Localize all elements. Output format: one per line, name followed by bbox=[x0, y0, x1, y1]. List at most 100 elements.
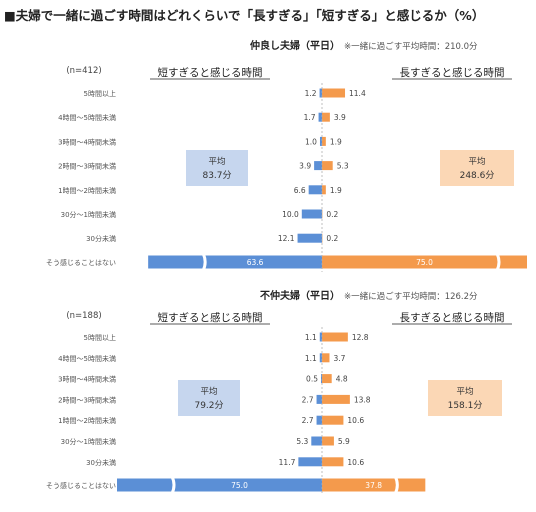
right-average-box bbox=[428, 380, 502, 416]
category-label: 30分～1時間未満 bbox=[61, 437, 116, 446]
chart-subtitle: ※一緒に過ごす平均時間：210.0分 bbox=[344, 41, 478, 52]
short-value-label: 1.7 bbox=[304, 113, 316, 122]
long-value-label: 3.7 bbox=[333, 354, 345, 363]
short-bar bbox=[314, 161, 322, 171]
long-bar bbox=[322, 415, 344, 425]
break-mark bbox=[495, 252, 501, 272]
long-value-label: 37.8 bbox=[365, 481, 382, 490]
long-value-label: 75.0 bbox=[416, 258, 433, 267]
short-bar bbox=[319, 136, 322, 146]
right-average-value: 248.6分 bbox=[460, 170, 495, 181]
main-title: ■夫婦で一緒に過ごす時間はどれくらいで「長すぎる」「短すぎる」と感じるか（%） bbox=[4, 8, 484, 23]
long-value-label: 4.8 bbox=[336, 375, 348, 384]
category-label: 4時間～5時間未満 bbox=[58, 113, 116, 122]
long-bar bbox=[322, 436, 334, 446]
long-bar bbox=[322, 255, 527, 269]
sample-size-label: (n=188) bbox=[66, 311, 101, 321]
long-bar bbox=[322, 161, 333, 171]
category-label: 2時間～3時間未満 bbox=[58, 162, 116, 171]
short-bar bbox=[319, 353, 322, 363]
long-value-label: 11.4 bbox=[349, 89, 366, 98]
short-bar bbox=[297, 233, 322, 243]
short-bar bbox=[148, 255, 322, 269]
short-value-label: 63.6 bbox=[247, 258, 264, 267]
short-value-label: 10.0 bbox=[282, 210, 299, 219]
left-average-label: 平均 bbox=[208, 156, 225, 167]
long-value-label: 0.2 bbox=[326, 210, 338, 219]
long-value-label: 10.6 bbox=[347, 416, 364, 425]
category-label: 5時間以上 bbox=[84, 89, 116, 98]
category-label: 3時間～4時間未満 bbox=[58, 375, 116, 384]
short-value-label: 2.7 bbox=[302, 395, 314, 404]
short-value-label: 1.1 bbox=[305, 333, 317, 342]
short-bar bbox=[316, 394, 322, 404]
category-label: 1時間～2時間未満 bbox=[58, 186, 116, 195]
right-average-value: 158.1分 bbox=[448, 400, 483, 411]
short-value-label: 3.9 bbox=[299, 162, 311, 171]
break-mark bbox=[201, 252, 207, 272]
chart-subtitle: ※一緒に過ごす平均時間：126.2分 bbox=[344, 291, 478, 302]
short-bar bbox=[318, 112, 322, 122]
category-label: 4時間～5時間未満 bbox=[58, 354, 116, 363]
long-bar bbox=[322, 88, 346, 98]
long-value-label: 13.8 bbox=[354, 395, 371, 404]
short-value-label: 1.0 bbox=[305, 137, 317, 146]
short-bar bbox=[301, 209, 322, 219]
category-label: 1時間～2時間未満 bbox=[58, 416, 116, 425]
left-average-label: 平均 bbox=[200, 386, 217, 397]
short-value-label: 75.0 bbox=[231, 481, 248, 490]
left-average-box bbox=[186, 150, 248, 186]
short-value-label: 11.7 bbox=[279, 458, 296, 467]
long-value-label: 3.9 bbox=[334, 113, 346, 122]
category-label: そう感じることはない bbox=[46, 258, 116, 267]
short-bar bbox=[320, 374, 322, 384]
long-value-label: 1.9 bbox=[330, 186, 342, 195]
short-bar bbox=[298, 457, 322, 467]
left-average-box bbox=[178, 380, 240, 416]
long-value-label: 0.2 bbox=[326, 234, 338, 243]
long-bar bbox=[322, 185, 326, 195]
left-average-value: 83.7分 bbox=[202, 170, 231, 181]
long-bar bbox=[322, 478, 426, 492]
long-value-label: 12.8 bbox=[352, 333, 369, 342]
short-bar bbox=[311, 436, 322, 446]
left-average-value: 79.2分 bbox=[194, 400, 223, 411]
left-header: 短すぎると感じる時間 bbox=[158, 66, 263, 79]
right-header: 長すぎると感じる時間 bbox=[400, 66, 505, 79]
category-label: そう感じることはない bbox=[46, 481, 116, 490]
long-bar bbox=[322, 353, 330, 363]
right-average-label: 平均 bbox=[468, 156, 485, 167]
short-bar bbox=[308, 185, 322, 195]
long-value-label: 1.9 bbox=[330, 137, 342, 146]
short-value-label: 1.2 bbox=[305, 89, 317, 98]
short-value-label: 0.5 bbox=[306, 375, 318, 384]
short-bar bbox=[117, 478, 322, 492]
short-bar bbox=[319, 88, 322, 98]
chart-title: 仲良し夫婦（平日） bbox=[250, 39, 340, 52]
category-label: 5時間以上 bbox=[84, 333, 116, 342]
chart-title: 不仲夫婦（平日） bbox=[260, 289, 340, 302]
right-average-label: 平均 bbox=[456, 386, 473, 397]
break-mark bbox=[170, 475, 176, 495]
category-label: 30分～1時間未満 bbox=[61, 210, 116, 219]
left-header: 短すぎると感じる時間 bbox=[158, 311, 263, 324]
short-value-label: 6.6 bbox=[294, 186, 306, 195]
category-label: 30分未満 bbox=[86, 458, 116, 467]
short-value-label: 1.1 bbox=[305, 354, 317, 363]
category-label: 2時間～3時間未満 bbox=[58, 395, 116, 404]
category-label: 3時間～4時間未満 bbox=[58, 137, 116, 146]
short-value-label: 12.1 bbox=[278, 234, 295, 243]
short-value-label: 2.7 bbox=[302, 416, 314, 425]
long-bar bbox=[322, 374, 332, 384]
long-bar bbox=[322, 332, 348, 342]
long-bar bbox=[322, 112, 330, 122]
short-bar bbox=[319, 332, 322, 342]
long-value-label: 10.6 bbox=[347, 458, 364, 467]
long-value-label: 5.3 bbox=[337, 162, 349, 171]
long-bar bbox=[322, 394, 350, 404]
sample-size-label: (n=412) bbox=[66, 66, 101, 76]
long-bar bbox=[322, 136, 326, 146]
category-label: 30分未満 bbox=[86, 234, 116, 243]
long-value-label: 5.9 bbox=[338, 437, 350, 446]
